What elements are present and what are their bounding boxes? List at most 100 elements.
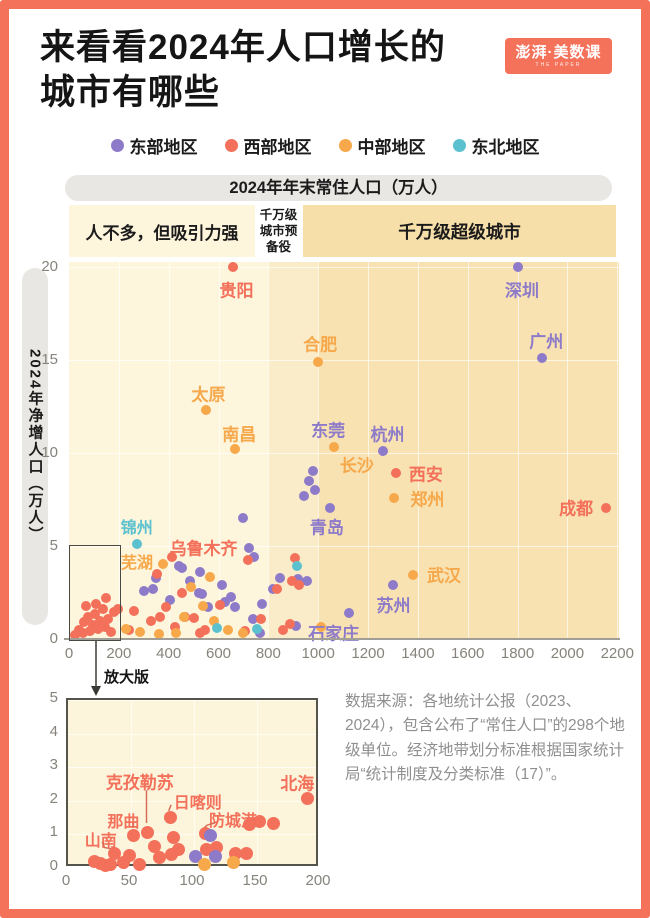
data-point-east xyxy=(229,602,240,613)
gridline-v xyxy=(318,262,320,639)
y-tick-label: 20 xyxy=(41,258,58,275)
data-point-west xyxy=(166,552,177,563)
gridline-h xyxy=(69,546,619,547)
city-label: 深圳 xyxy=(505,281,540,301)
data-point-east xyxy=(197,589,208,600)
data-point-west xyxy=(169,621,180,632)
x-tick-label: 600 xyxy=(206,645,232,662)
legend-dot-northeast xyxy=(452,139,466,152)
data-point-mid xyxy=(313,356,324,367)
city-label: 青岛 xyxy=(309,518,344,538)
city-label: 杭州 xyxy=(370,425,405,445)
data-point-west xyxy=(85,625,96,636)
data-point-west xyxy=(199,624,210,635)
x-tick-label: 1000 xyxy=(301,645,335,662)
data-point-west xyxy=(188,612,199,623)
data-point-west xyxy=(95,616,106,627)
gridline-h xyxy=(69,360,619,361)
data-point-west xyxy=(214,599,225,610)
data-point-west xyxy=(77,628,88,639)
data-point-east xyxy=(184,576,195,587)
city-label: 石家庄 xyxy=(308,624,360,644)
data-point-west xyxy=(127,828,141,842)
data-point-east xyxy=(293,574,304,585)
inset-x-tick-label: 0 xyxy=(61,872,71,889)
city-label: 锦州 xyxy=(120,520,153,538)
gridline-v xyxy=(218,262,220,639)
inset-x-tick-label: 50 xyxy=(120,872,138,889)
x-tick-label: 800 xyxy=(255,645,281,662)
legend: 东部地区 西部地区 中部地区 东北地区 xyxy=(0,133,650,158)
gridline-v xyxy=(517,262,519,639)
data-point-mid xyxy=(389,492,400,503)
data-point-mid xyxy=(223,624,234,635)
inset-y-tick-label: 5 xyxy=(49,689,58,706)
main-x-axis-line xyxy=(64,638,620,640)
logo-subtext: THE PAPER xyxy=(535,61,582,68)
data-point-west xyxy=(167,831,181,845)
data-point-east xyxy=(307,465,318,476)
data-point-east xyxy=(216,580,227,591)
city-label: 西安 xyxy=(408,465,443,485)
city-label: 那曲 xyxy=(107,814,140,832)
gridline-h xyxy=(68,800,316,802)
data-point-east xyxy=(203,828,217,842)
data-point-west xyxy=(391,468,402,479)
data-point-west xyxy=(278,624,289,635)
gridline-v xyxy=(118,262,120,639)
city-label: 防城港 xyxy=(209,813,258,831)
data-point-east xyxy=(299,490,309,501)
data-point-west xyxy=(600,502,611,513)
data-point-mid xyxy=(230,444,241,455)
data-point-east xyxy=(378,446,388,457)
data-point-west xyxy=(266,817,280,831)
x-tick-label: 400 xyxy=(156,645,182,662)
data-point-east xyxy=(325,502,336,513)
legend-item-northeast: 东北地区 xyxy=(452,133,540,158)
title-line-2: 城市有哪些 xyxy=(40,72,221,112)
data-point-west xyxy=(177,588,188,599)
data-point-west xyxy=(195,628,206,639)
data-point-west xyxy=(253,814,267,828)
data-point-east xyxy=(164,594,175,605)
data-point-west xyxy=(172,843,186,857)
data-point-west xyxy=(100,621,111,632)
data-point-west xyxy=(101,593,112,604)
data-point-east xyxy=(303,475,314,486)
legend-item-mid: 中部地区 xyxy=(338,133,426,158)
legend-dot-west xyxy=(224,139,238,152)
data-point-west xyxy=(140,826,154,840)
data-point-east xyxy=(257,598,268,609)
gridline-h xyxy=(69,453,619,454)
data-point-east xyxy=(238,513,249,524)
data-point-west xyxy=(112,604,123,615)
data-point-east xyxy=(244,542,255,553)
data-point-west xyxy=(272,583,283,594)
data-point-east xyxy=(512,262,523,272)
data-point-west xyxy=(289,553,300,564)
city-label: 长沙 xyxy=(339,456,374,476)
data-point-west xyxy=(129,606,140,617)
data-point-mid xyxy=(408,569,419,580)
inset-y-tick-label: 4 xyxy=(49,722,58,740)
zone-header-attractive: 人不多，但吸引力强 xyxy=(69,205,255,257)
title-line-1: 来看看2024年人口增长的 xyxy=(40,28,446,67)
city-label: 南昌 xyxy=(222,425,257,445)
city-label: 山南 xyxy=(84,833,117,851)
city-label: 东莞 xyxy=(311,421,346,441)
data-point-east xyxy=(195,567,206,578)
x-tick-label: 1600 xyxy=(451,645,485,662)
data-point-west xyxy=(294,580,305,591)
data-point-east xyxy=(291,620,302,631)
data-point-east xyxy=(249,552,260,563)
inset-x-tick-label: 150 xyxy=(242,872,268,889)
data-point-west xyxy=(133,858,147,872)
x-tick-label: 1400 xyxy=(401,645,435,662)
data-point-west xyxy=(79,617,90,628)
data-point-west xyxy=(103,614,114,625)
legend-label-northeast: 东北地区 xyxy=(471,138,540,157)
x-tick-label: 200 xyxy=(106,645,132,662)
data-point-east xyxy=(147,583,158,594)
legend-item-west: 西部地区 xyxy=(224,133,312,158)
